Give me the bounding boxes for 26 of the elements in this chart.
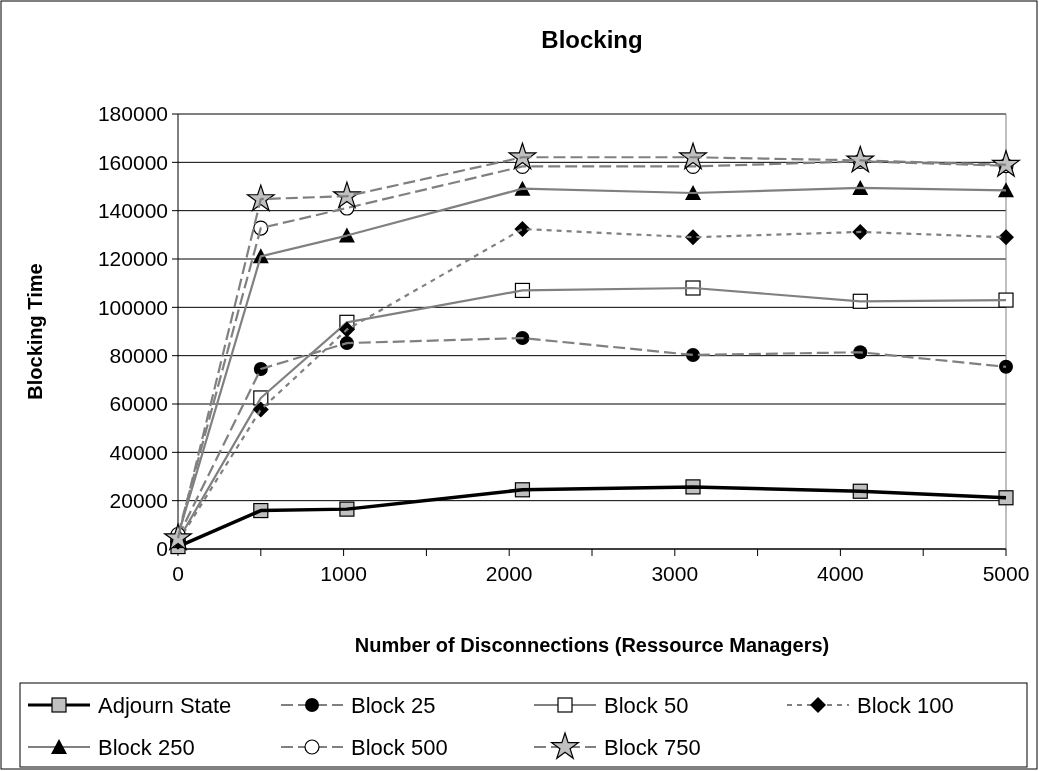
y-tick-label: 80000 bbox=[109, 344, 168, 368]
y-tick-label: 60000 bbox=[109, 392, 168, 416]
x-tick-label: 0 bbox=[172, 562, 184, 585]
legend-label: Block 250 bbox=[98, 734, 195, 760]
legend-label: Block 500 bbox=[351, 734, 448, 760]
y-tick-label: 100000 bbox=[97, 295, 168, 319]
y-tick-label: 20000 bbox=[109, 489, 168, 513]
y-tick-label: 120000 bbox=[97, 247, 168, 271]
y-tick-label: 40000 bbox=[109, 440, 168, 464]
x-tick-label: 4000 bbox=[817, 562, 864, 585]
legend-label: Block 25 bbox=[351, 692, 436, 718]
y-tick-label: 0 bbox=[156, 537, 168, 561]
legend-label: Block 50 bbox=[604, 692, 689, 718]
x-tick-label: 3000 bbox=[651, 562, 699, 585]
legend-label: Block 100 bbox=[857, 692, 954, 718]
chart-title: Blocking bbox=[541, 26, 643, 53]
x-tick-label: 1000 bbox=[320, 562, 367, 585]
x-tick-label: 2000 bbox=[485, 562, 533, 585]
legend-label: Adjourn State bbox=[98, 692, 232, 718]
y-tick-label: 180000 bbox=[97, 102, 168, 126]
y-tick-label: 160000 bbox=[97, 150, 168, 174]
y-axis-title: Blocking Time bbox=[24, 263, 46, 400]
x-tick-label: 5000 bbox=[982, 562, 1030, 585]
x-axis-title: Number of Disconnections (Ressource Managers) bbox=[354, 634, 830, 656]
legend-label: Block 750 bbox=[604, 734, 701, 760]
y-tick-label: 140000 bbox=[97, 199, 168, 223]
